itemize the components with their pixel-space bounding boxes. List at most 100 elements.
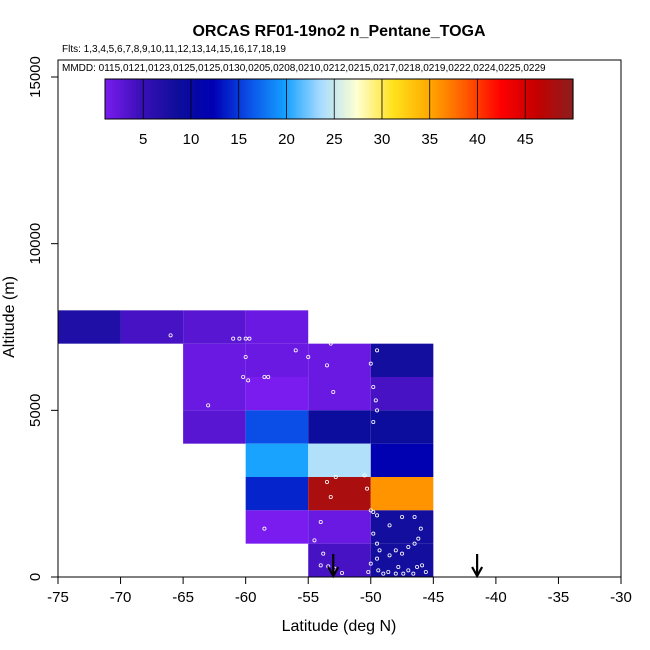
colorbar-segment [456,79,459,119]
colorbar-segment [544,79,548,119]
colorbar-segment [381,79,385,119]
data-point [371,509,376,514]
colorbar-segment [327,79,331,119]
colorbar-segment [508,79,512,119]
x-tick-label: -75 [47,589,69,606]
colorbar-segment [389,79,393,119]
colorbar-segment [339,79,342,119]
data-point [393,548,398,553]
x-tick-label: -55 [297,589,319,606]
colorbar-segment [298,79,302,119]
colorbar-segment [479,79,483,119]
colorbar-segment [157,79,161,119]
colorbar-segment [307,79,311,119]
colorbar-segment [453,79,457,119]
colorbar-segment [176,79,180,119]
colorbar-segment [152,79,156,119]
colorbar-segment [422,79,426,119]
data-point [318,563,323,568]
x-tick-label: -50 [360,589,382,606]
colorbar-segment [133,79,137,119]
colorbar-segment [114,79,118,119]
colorbar-segment [413,79,417,119]
data-point [241,374,246,379]
colorbar-segment [124,79,128,119]
heatmap-cell [308,377,371,411]
colorbar-segment [501,79,505,119]
colorbar-frame [104,78,574,120]
colorbar-segment [253,79,257,119]
colorbar-segment [417,79,421,119]
colorbar-segment [513,79,517,119]
colorbar-segment [107,79,111,119]
colorbar-segment [315,79,319,119]
heatmap-cell [370,443,434,477]
x-axis: -75 -70 -65 -60 -55 -50 -45 -40 -35 -30 [47,577,632,606]
colorbar-segment [143,79,147,119]
data-point [266,374,271,379]
colorbar-segment [231,79,235,119]
x-tick-label: -65 [172,589,194,606]
colorbar-segment [558,79,562,119]
colorbar-segment [222,79,225,119]
data-point [328,341,333,346]
colorbar-segment [482,79,486,119]
colorbar-segment [126,79,130,119]
colorbar-segment [530,79,534,119]
data-point [324,363,329,368]
data-point [324,479,329,484]
data-point [375,408,380,413]
colorbar-segment [238,79,242,119]
colorbar-segment [291,79,295,119]
colorbar-segment [331,79,335,119]
colorbar-segment [446,79,450,119]
data-point [400,551,405,556]
data-point [393,571,398,576]
colorbar-segment [171,79,175,119]
colorbar-segment [214,79,218,119]
colorbar-segment [119,79,123,119]
heatmap-cell [370,410,434,444]
colorbar-segment [350,79,354,119]
colorbar-segment [276,79,280,119]
colorbar-segment [420,79,424,119]
data-point [373,398,378,403]
colorbar-segment [546,79,550,119]
colorbar-segment [429,79,433,119]
colorbar-segment [112,79,116,119]
heatmap-cell [245,377,309,411]
colorbar-segment [367,79,371,119]
colorbar-segment [286,79,290,119]
heatmap-cell [183,310,246,344]
data-point [371,531,376,536]
colorbar-segment [264,79,268,119]
arrow-markers [327,554,484,579]
x-tick-label: -40 [485,589,507,606]
x-axis-label: Latitude (deg N) [282,618,397,635]
chart-title: ORCAS RF01-19no2 n_Pentane_TOGA [192,23,486,40]
colorbar-segment [207,79,211,119]
colorbar-segment [556,79,560,119]
colorbar-segment [527,79,531,119]
heatmap-cell [308,477,371,511]
heatmap-cell [58,310,121,344]
colorbar-segment [532,79,536,119]
colorbar-tick-label: 10 [183,131,200,148]
colorbar-segment [496,79,500,119]
colorbar-segment [541,79,545,119]
colorbar-segment [121,79,125,119]
colorbar-segment [281,79,285,119]
colorbar-segment [147,79,151,119]
colorbar-segment [200,79,204,119]
colorbar-segment [128,79,132,119]
data-point [406,568,411,573]
colorbar-segment [393,79,397,119]
data-point [371,419,376,424]
colorbar-segment [444,79,448,119]
colorbar-segment [487,79,491,119]
y-tick-label: 5000 [27,394,44,427]
heatmap-cells [58,310,434,577]
colorbar-segment [362,79,366,119]
data-point [340,571,345,576]
colorbar-segment [183,79,187,119]
